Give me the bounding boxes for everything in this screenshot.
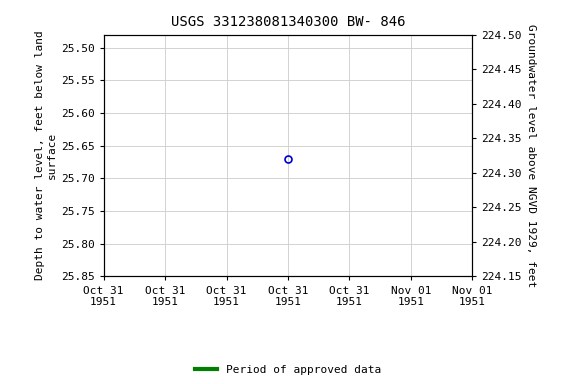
Legend: Period of approved data: Period of approved data — [191, 361, 385, 380]
Y-axis label: Groundwater level above NGVD 1929, feet: Groundwater level above NGVD 1929, feet — [526, 24, 536, 287]
Title: USGS 331238081340300 BW- 846: USGS 331238081340300 BW- 846 — [170, 15, 406, 29]
Y-axis label: Depth to water level, feet below land
surface: Depth to water level, feet below land su… — [35, 31, 56, 280]
